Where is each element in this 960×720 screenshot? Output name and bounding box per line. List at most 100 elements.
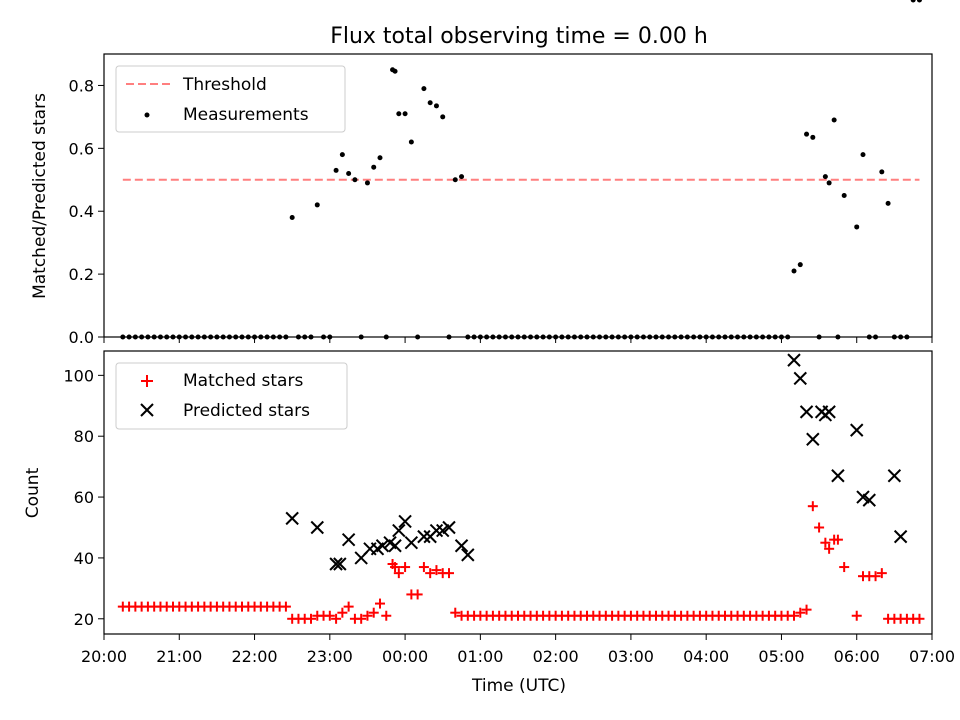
x-tick-label: 07:00 <box>909 647 955 666</box>
matched-point <box>280 601 291 612</box>
measurement-point <box>910 0 916 3</box>
matched-point <box>444 568 454 579</box>
predicted-point <box>310 520 324 535</box>
matched-point <box>390 562 401 573</box>
measurement-point <box>364 180 370 186</box>
predicted-point <box>787 353 801 367</box>
predicted-point <box>398 514 412 529</box>
matched-point <box>807 501 818 512</box>
matched-point <box>418 562 429 573</box>
bottom-y-tick-label: 80 <box>74 427 94 446</box>
matched-point <box>331 613 342 624</box>
measurement-point <box>459 174 465 180</box>
measurement-point <box>371 164 377 170</box>
measurement-point <box>392 68 398 74</box>
matched-point <box>324 610 335 621</box>
matched-point <box>343 601 354 612</box>
matched-point <box>814 522 825 533</box>
matched-point <box>820 537 831 548</box>
predicted-point <box>806 432 820 446</box>
predicted-point <box>333 557 347 571</box>
x-tick-label: 20:00 <box>81 647 127 666</box>
x-tick-label: 22:00 <box>231 647 277 666</box>
predicted-point <box>793 371 807 386</box>
measurement-point <box>421 86 427 92</box>
measurement-point <box>408 139 414 145</box>
bottom-x-ticks: 20:00 21:00 22:00 23:00 00:00 01:00 02:00 03:00… <box>81 634 955 666</box>
bottom-y-tick-label: 60 <box>74 488 94 507</box>
measurement-point <box>797 262 803 268</box>
matched-point <box>425 568 436 579</box>
measurement-point <box>841 193 847 198</box>
measurement-point <box>791 268 797 274</box>
measurement-point <box>377 155 383 161</box>
predicted-point <box>429 523 444 538</box>
bottom-y-tick-label: 40 <box>74 549 94 568</box>
predicted-point <box>375 539 390 553</box>
matched-point <box>839 562 850 573</box>
legend-predicted-swatch <box>140 403 154 417</box>
predicted-point <box>404 536 419 550</box>
matched-point <box>368 607 379 618</box>
matched-point <box>393 568 404 579</box>
measurement-point <box>396 111 402 117</box>
measurement-point <box>885 200 891 206</box>
x-tick-label: 02:00 <box>533 647 579 666</box>
measurement-point <box>352 177 358 183</box>
x-tick-label: 23:00 <box>307 647 353 666</box>
measurement-point <box>433 103 439 109</box>
matched-point <box>450 607 461 618</box>
predicted-point <box>799 405 814 419</box>
chart-title: Flux total observing time = 0.00 h <box>330 24 708 49</box>
measurement-point <box>822 174 828 180</box>
matched-point <box>412 589 423 600</box>
matched-point <box>876 568 887 579</box>
matched-point <box>375 598 385 609</box>
bottom-axes-frame <box>103 350 933 635</box>
measurement-point <box>346 170 352 176</box>
matched-point <box>337 607 348 618</box>
x-tick-label: 05:00 <box>758 647 804 666</box>
legend-threshold-label: Threshold <box>182 75 267 95</box>
matched-point <box>431 565 442 576</box>
top-axes-frame <box>103 53 933 338</box>
top-y-tick-label: 0.6 <box>69 139 94 158</box>
x-tick-label: 06:00 <box>834 647 880 666</box>
bottom-y-tick-label: 100 <box>63 366 94 385</box>
matched-point <box>914 613 925 624</box>
bottom-legend-box <box>115 362 348 430</box>
legend-predicted-label: Predicted stars <box>183 401 310 421</box>
top-y-axis-label: Matched/Predicted stars <box>30 93 50 299</box>
matched-point <box>381 610 392 621</box>
top-y-ticks: 0.0 0.2 0.4 0.6 0.8 <box>69 76 104 347</box>
matched-point <box>306 613 316 624</box>
bottom-y-ticks: 20 40 60 80 100 <box>63 366 104 629</box>
predicted-point <box>329 557 343 571</box>
measurement-point <box>427 100 433 106</box>
x-tick-label: 01:00 <box>457 647 503 666</box>
matched-point <box>789 610 799 621</box>
matched-point <box>362 610 373 621</box>
bottom-panel: 20 40 60 80 100 20:00 21:00 22:00 23:00 00:00 01:… <box>23 350 955 696</box>
predicted-point <box>887 469 902 483</box>
measurement-point <box>314 202 320 208</box>
measurement-point <box>916 0 922 3</box>
predicted-point <box>388 539 402 553</box>
predicted-point <box>893 529 908 544</box>
legend-measurements-label: Measurements <box>183 105 309 125</box>
predicted-point <box>341 532 356 547</box>
predicted-point <box>454 539 469 553</box>
x-tick-label: 21:00 <box>156 647 202 666</box>
measurement-point <box>826 180 832 186</box>
matched-point <box>824 543 835 554</box>
matched-point <box>400 562 411 573</box>
x-tick-label: 04:00 <box>683 647 729 666</box>
bottom-plot-area <box>117 353 925 624</box>
predicted-point <box>442 520 456 535</box>
predicted-point <box>392 523 406 538</box>
top-y-tick-label: 0.0 <box>69 328 94 347</box>
predicted-point <box>831 469 845 483</box>
matched-point <box>795 607 806 618</box>
top-plot-area <box>120 0 922 340</box>
